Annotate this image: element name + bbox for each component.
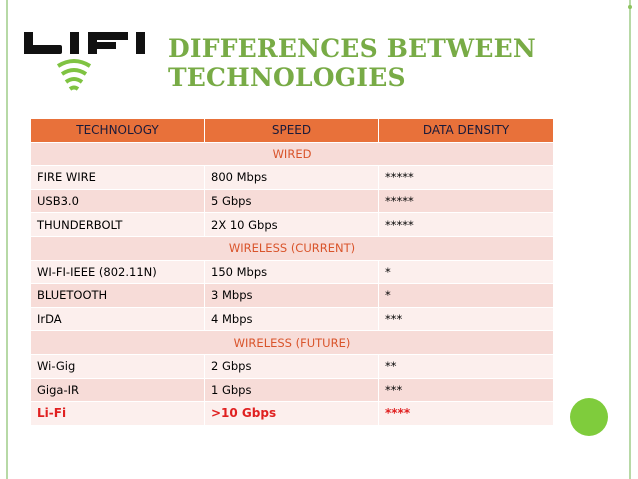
cell-density: **** <box>378 401 554 426</box>
table-row: FIRE WIRE 800 Mbps ***** <box>30 165 554 190</box>
header-speed: SPEED <box>204 118 379 143</box>
section-row-wired: WIRED <box>30 141 554 167</box>
header-technology: TECHNOLOGY <box>30 118 205 143</box>
cell-speed: >10 Gbps <box>204 401 379 426</box>
section-row-wireless-future: WIRELESS (FUTURE) <box>30 330 554 355</box>
table-row: Wi-Gig 2 Gbps ** <box>30 353 554 379</box>
table-header-row: TECHNOLOGY SPEED DATA DENSITY <box>30 118 554 143</box>
section-label: WIRED <box>30 141 554 167</box>
cell-technology: THUNDERBOLT <box>30 212 205 237</box>
table-row-highlight: Li-Fi >10 Gbps **** <box>30 401 554 426</box>
cell-density: ** <box>378 353 554 379</box>
technology-comparison-table: TECHNOLOGY SPEED DATA DENSITY WIRED FIRE… <box>30 118 554 426</box>
cell-density: * <box>378 259 554 285</box>
right-border-line <box>629 0 631 479</box>
cell-density: *** <box>378 377 554 403</box>
cell-density: ***** <box>378 165 554 190</box>
table-row: BLUETOOTH 3 Mbps * <box>30 283 554 308</box>
cell-speed: 2 Gbps <box>204 353 379 379</box>
cell-technology: WI-FI-IEEE (802.11N) <box>30 259 205 285</box>
cell-speed: 800 Mbps <box>204 165 379 190</box>
accent-circle <box>570 398 608 436</box>
section-label: WIRELESS (FUTURE) <box>30 330 554 355</box>
section-row-wireless-current: WIRELESS (CURRENT) <box>30 235 554 261</box>
table-row: USB3.0 5 Gbps ***** <box>30 188 554 214</box>
cell-technology: Wi-Gig <box>30 353 205 379</box>
cell-technology: FIRE WIRE <box>30 165 205 190</box>
table-row: Giga-IR 1 Gbps *** <box>30 377 554 403</box>
cell-technology: BLUETOOTH <box>30 283 205 308</box>
corner-dot <box>628 5 632 9</box>
table-row: WI-FI-IEEE (802.11N) 150 Mbps * <box>30 259 554 285</box>
cell-technology: Li-Fi <box>30 401 205 426</box>
cell-speed: 150 Mbps <box>204 259 379 285</box>
section-label: WIRELESS (CURRENT) <box>30 235 554 261</box>
title-line-2: TECHNOLOGIES <box>168 63 406 92</box>
lifi-logo <box>24 32 145 91</box>
cell-speed: 3 Mbps <box>204 283 379 308</box>
title-line-1: DIFFERENCES BETWEEN <box>168 34 536 63</box>
cell-density: *** <box>378 306 554 332</box>
cell-speed: 1 Gbps <box>204 377 379 403</box>
cell-technology: USB3.0 <box>30 188 205 214</box>
cell-technology: IrDA <box>30 306 205 332</box>
cell-density: ***** <box>378 188 554 214</box>
slide-title: DIFFERENCES BETWEEN TECHNOLOGIES <box>168 34 568 92</box>
cell-speed: 5 Gbps <box>204 188 379 214</box>
table-row: THUNDERBOLT 2X 10 Gbps ***** <box>30 212 554 237</box>
left-border-line <box>6 0 8 479</box>
table-row: IrDA 4 Mbps *** <box>30 306 554 332</box>
cell-technology: Giga-IR <box>30 377 205 403</box>
cell-speed: 4 Mbps <box>204 306 379 332</box>
header-data-density: DATA DENSITY <box>378 118 554 143</box>
cell-density: ***** <box>378 212 554 237</box>
cell-speed: 2X 10 Gbps <box>204 212 379 237</box>
cell-density: * <box>378 283 554 308</box>
